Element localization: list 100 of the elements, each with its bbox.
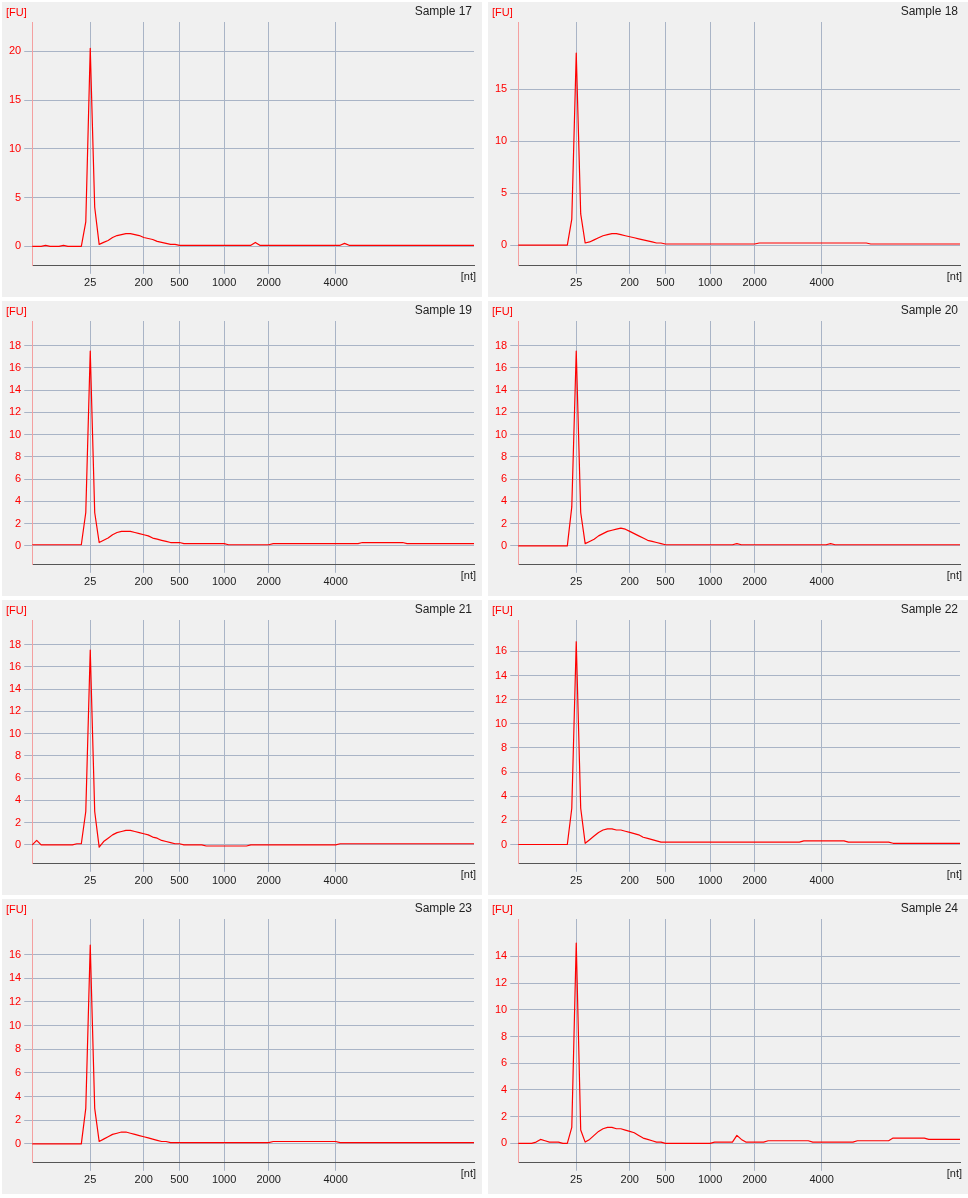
x-tick-label: 4000 bbox=[323, 1173, 348, 1186]
x-tick-label: 500 bbox=[656, 276, 675, 289]
y-tick-label: 20 bbox=[8, 44, 22, 57]
y-tick-label: 5 bbox=[15, 190, 22, 203]
y-tick-label: 0 bbox=[15, 837, 22, 850]
chart-title: Sample 20 bbox=[900, 303, 959, 318]
y-tick-label: 0 bbox=[501, 238, 508, 251]
x-tick-label: 200 bbox=[134, 874, 153, 887]
y-axis-title: [FU] bbox=[6, 304, 27, 317]
y-tick-label: 4 bbox=[501, 494, 508, 507]
x-tick-label: 25 bbox=[84, 276, 97, 289]
y-tick-label: 0 bbox=[15, 1136, 22, 1149]
x-tick-label: 2000 bbox=[742, 1173, 767, 1186]
x-tick-label: 25 bbox=[570, 874, 583, 887]
x-axis-title: [nt] bbox=[460, 1167, 476, 1180]
y-tick-label: 10 bbox=[494, 1002, 508, 1015]
y-axis-title: [FU] bbox=[492, 304, 513, 317]
x-tick-label: 4000 bbox=[809, 276, 834, 289]
x-tick-label: 500 bbox=[170, 1173, 189, 1186]
x-tick-label: 200 bbox=[620, 276, 639, 289]
y-tick-label: 10 bbox=[8, 1018, 22, 1031]
y-axis-title: [FU] bbox=[492, 902, 513, 915]
y-tick-label: 15 bbox=[494, 82, 508, 95]
y-tick-label: 12 bbox=[494, 976, 508, 989]
x-tick-label: 2000 bbox=[256, 874, 281, 887]
y-tick-label: 2 bbox=[15, 1113, 22, 1126]
x-tick-label: 500 bbox=[656, 874, 675, 887]
y-tick-label: 10 bbox=[494, 427, 508, 440]
x-tick-label: 1000 bbox=[211, 874, 237, 887]
y-tick-label: 10 bbox=[494, 134, 508, 147]
y-tick-label: 10 bbox=[494, 716, 508, 729]
y-tick-label: 0 bbox=[501, 538, 508, 551]
y-tick-label: 14 bbox=[8, 971, 22, 984]
y-tick-label: 16 bbox=[8, 659, 22, 672]
x-tick-label: 1000 bbox=[697, 575, 723, 588]
x-tick-label: 500 bbox=[656, 575, 675, 588]
y-tick-label: 8 bbox=[501, 449, 508, 462]
y-tick-label: 18 bbox=[494, 338, 508, 351]
x-tick-label: 200 bbox=[134, 575, 153, 588]
y-axis-title: [FU] bbox=[492, 603, 513, 616]
chart-title: Sample 21 bbox=[414, 602, 473, 617]
x-tick-label: 500 bbox=[170, 575, 189, 588]
y-tick-label: 12 bbox=[8, 704, 22, 717]
x-tick-label: 2000 bbox=[742, 874, 767, 887]
x-tick-label: 25 bbox=[570, 276, 583, 289]
x-tick-label: 4000 bbox=[809, 874, 834, 887]
y-tick-label: 16 bbox=[8, 947, 22, 960]
y-tick-label: 0 bbox=[15, 239, 22, 252]
y-tick-label: 4 bbox=[15, 494, 22, 507]
x-axis-title: [nt] bbox=[460, 270, 476, 283]
x-tick-label: 25 bbox=[84, 575, 97, 588]
y-axis-title: [FU] bbox=[6, 5, 27, 18]
y-tick-label: 8 bbox=[15, 748, 22, 761]
x-tick-label: 200 bbox=[134, 1173, 153, 1186]
y-tick-label: 14 bbox=[8, 682, 22, 695]
y-tick-label: 8 bbox=[15, 449, 22, 462]
y-tick-label: 4 bbox=[501, 789, 508, 802]
y-tick-label: 4 bbox=[501, 1083, 508, 1096]
x-tick-label: 2000 bbox=[256, 276, 281, 289]
y-tick-label: 16 bbox=[494, 644, 508, 657]
y-tick-label: 2 bbox=[501, 1109, 508, 1122]
y-tick-label: 14 bbox=[8, 383, 22, 396]
x-tick-label: 4000 bbox=[323, 874, 348, 887]
chart-title: Sample 23 bbox=[414, 901, 473, 916]
x-tick-label: 2000 bbox=[256, 1173, 281, 1186]
y-tick-label: 8 bbox=[501, 1029, 508, 1042]
y-tick-label: 12 bbox=[8, 994, 22, 1007]
y-tick-label: 2 bbox=[501, 813, 508, 826]
y-tick-label: 6 bbox=[15, 771, 22, 784]
y-tick-label: 8 bbox=[15, 1042, 22, 1055]
x-tick-label: 200 bbox=[134, 276, 153, 289]
x-tick-label: 25 bbox=[570, 1173, 583, 1186]
x-tick-label: 1000 bbox=[697, 276, 723, 289]
x-tick-label: 200 bbox=[620, 874, 639, 887]
x-tick-label: 1000 bbox=[211, 1173, 237, 1186]
y-tick-label: 6 bbox=[15, 472, 22, 485]
y-tick-label: 18 bbox=[8, 338, 22, 351]
x-tick-label: 4000 bbox=[323, 575, 348, 588]
x-tick-label: 25 bbox=[84, 1173, 97, 1186]
x-axis-title: [nt] bbox=[946, 868, 962, 881]
x-axis-title: [nt] bbox=[946, 569, 962, 582]
x-tick-label: 500 bbox=[170, 874, 189, 887]
x-tick-label: 2000 bbox=[742, 575, 767, 588]
x-tick-label: 1000 bbox=[211, 575, 237, 588]
y-tick-label: 6 bbox=[501, 472, 508, 485]
x-tick-label: 4000 bbox=[323, 276, 348, 289]
y-tick-label: 4 bbox=[15, 1089, 22, 1102]
y-axis-title: [FU] bbox=[6, 902, 27, 915]
y-tick-label: 14 bbox=[494, 668, 508, 681]
y-tick-label: 0 bbox=[501, 1136, 508, 1149]
y-tick-label: 14 bbox=[494, 383, 508, 396]
y-tick-label: 6 bbox=[501, 1056, 508, 1069]
y-tick-label: 16 bbox=[494, 360, 508, 373]
y-axis-title: [FU] bbox=[492, 5, 513, 18]
x-tick-label: 4000 bbox=[809, 575, 834, 588]
x-tick-label: 25 bbox=[84, 874, 97, 887]
y-tick-label: 6 bbox=[15, 1065, 22, 1078]
x-axis-title: [nt] bbox=[946, 1167, 962, 1180]
y-tick-label: 2 bbox=[15, 815, 22, 828]
x-tick-label: 1000 bbox=[697, 1173, 723, 1186]
